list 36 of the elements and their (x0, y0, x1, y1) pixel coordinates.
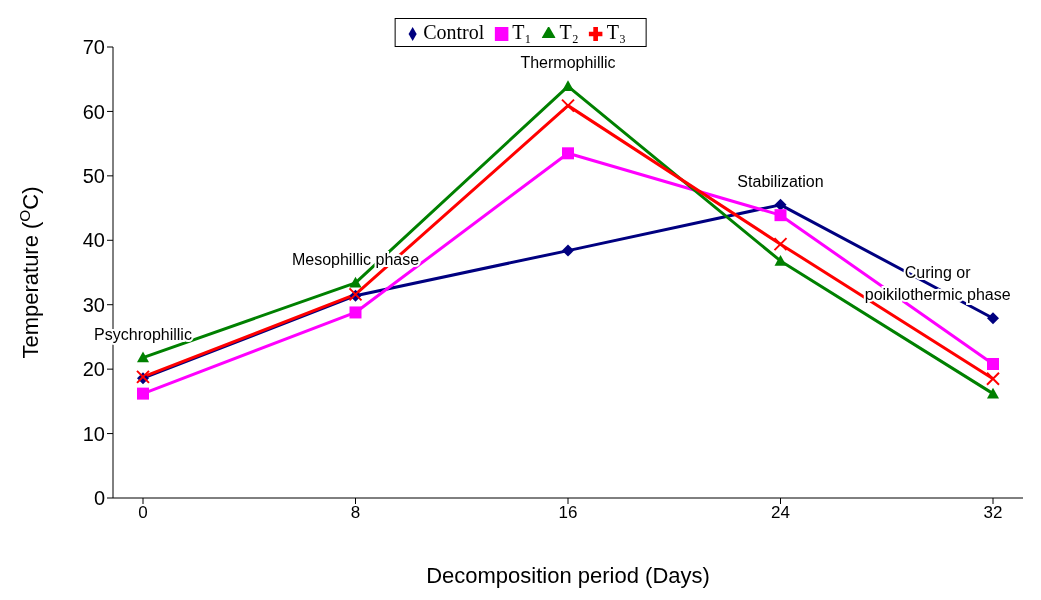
point (774, 254, 787, 266)
point (349, 276, 362, 288)
point (986, 371, 1000, 386)
y-tick-label: 70 (82, 36, 105, 59)
x-tick-label: 8 (350, 503, 361, 523)
annotation: Stabilization (737, 172, 824, 190)
y-tick-label: 40 (82, 229, 105, 252)
point (987, 357, 999, 370)
legend-label: T₃ (606, 21, 626, 43)
y-tick-label: 30 (82, 293, 105, 316)
y-tick-label: 20 (82, 358, 105, 381)
x-axis-title: Decomposition period (Days) (426, 563, 710, 588)
point (562, 147, 574, 160)
point (561, 98, 575, 113)
x-tick-label: 32 (983, 503, 1003, 523)
annotation: Thermophillic (520, 54, 616, 72)
legend-label: T₁ (512, 21, 532, 43)
legend-label: Control (423, 21, 485, 43)
y-tick-label: 60 (82, 100, 105, 123)
legend-label: T₂ (559, 21, 579, 43)
point (987, 312, 999, 325)
point (349, 306, 362, 319)
point (773, 237, 788, 252)
y-tick-label: 10 (82, 422, 105, 445)
point (562, 80, 574, 92)
point (774, 198, 787, 211)
y-tick-label: 50 (82, 164, 105, 187)
x-tick-label: 0 (138, 503, 148, 523)
point (562, 244, 574, 257)
point (137, 351, 149, 363)
annotation: Psychrophillic (94, 325, 192, 343)
x-tick-label: 16 (558, 503, 578, 523)
point (137, 387, 149, 400)
x-tick-label: 24 (771, 503, 790, 523)
point (987, 387, 999, 399)
point (774, 209, 787, 222)
